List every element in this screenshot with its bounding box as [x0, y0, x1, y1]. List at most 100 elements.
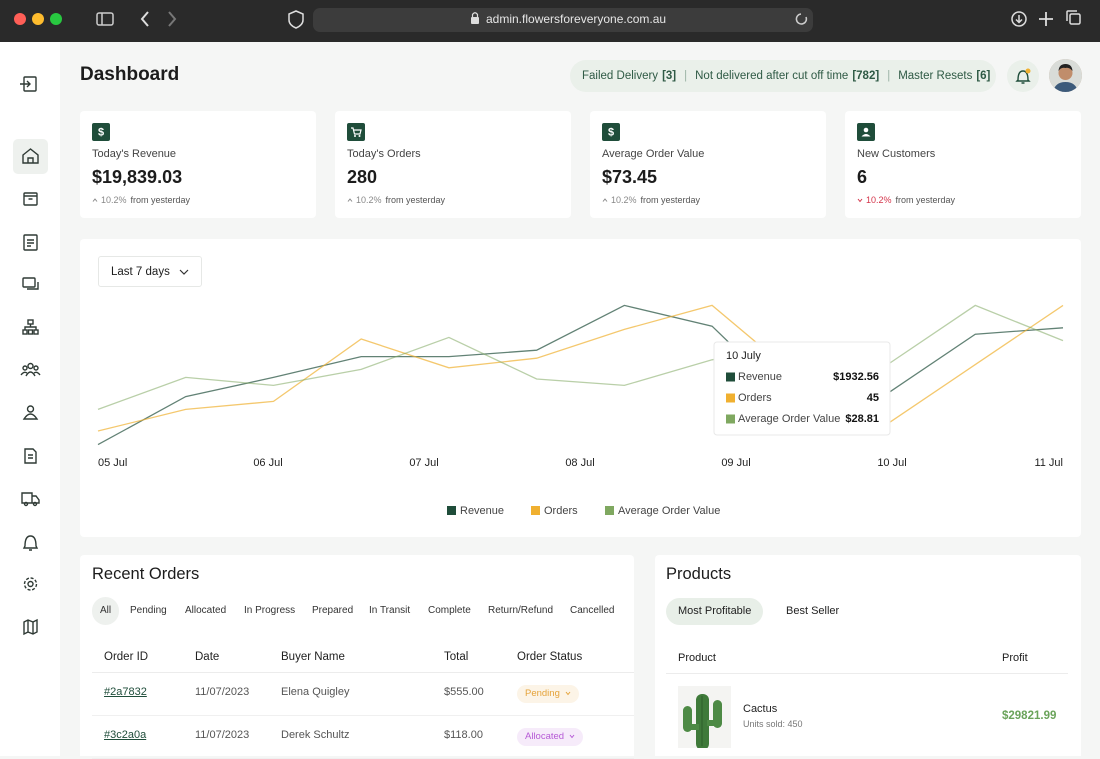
legend-swatch — [531, 506, 540, 515]
user-avatar[interactable] — [1049, 59, 1082, 92]
order-tab[interactable]: In Transit — [369, 605, 411, 616]
tooltip-value: $28.81 — [845, 413, 879, 425]
alert-label: Not delivered after cut off time — [695, 70, 849, 82]
product-name: Cactus — [743, 703, 778, 715]
sidebar-toggle[interactable] — [96, 12, 114, 26]
change-arrow — [602, 198, 608, 202]
truck-icon[interactable] — [21, 492, 40, 507]
products-card: Products Most Profitable Best Seller Produ… — [655, 555, 1081, 756]
stat-card: $ Average Order Value $73.45 10.2% from yest… — [590, 111, 826, 218]
reload-button[interactable] — [795, 13, 808, 25]
map-icon[interactable] — [23, 618, 38, 636]
user-icon[interactable] — [22, 405, 39, 420]
stat-change: 10.2% — [101, 195, 127, 205]
order-tab[interactable]: All — [92, 597, 120, 625]
order-tab[interactable]: Allocated — [185, 605, 227, 616]
order-tab[interactable]: Complete — [428, 605, 471, 616]
range-dropdown[interactable]: Last 7 days — [98, 256, 202, 287]
order-tab[interactable]: In Progress — [244, 605, 296, 616]
series-line — [97, 304, 1064, 411]
settings-icon[interactable] — [23, 577, 38, 591]
product-tab[interactable]: Best Seller — [786, 605, 840, 617]
tabs-button[interactable] — [1069, 13, 1081, 25]
chat-icon[interactable] — [22, 277, 39, 290]
sidebar-icons — [13, 76, 48, 636]
column-header: Buyer Name — [281, 651, 345, 663]
order-link[interactable]: #3c2a0a — [104, 729, 147, 741]
new-tab-button[interactable] — [1039, 12, 1053, 26]
active-highlight — [13, 139, 48, 174]
stat-icon-glyph — [861, 127, 871, 137]
stat-change-row: 10.2% from yesterday — [347, 195, 445, 205]
product-image — [678, 686, 731, 748]
order-cell: $555.00 — [444, 686, 484, 698]
caret — [565, 691, 571, 696]
order-cell: Derek Schultz — [281, 729, 350, 741]
close-button[interactable] — [14, 13, 26, 25]
alert-banner[interactable]: Failed Delivery [3] | Not delivered after c… — [570, 60, 996, 92]
alert-count: [3] — [662, 70, 677, 82]
status-text: Pending — [525, 688, 560, 699]
stat-change-row: 10.2% from yesterday — [92, 195, 190, 205]
stat-card: New Customers 6 10.2% from yesterday — [845, 111, 1081, 218]
product-units: Units sold: 450 — [743, 719, 803, 729]
hierarchy-icon[interactable] — [22, 319, 39, 335]
orders-title: Recent Orders — [92, 565, 200, 583]
x-tick-label: 09 Jul — [721, 457, 750, 469]
order-tab[interactable]: Return/Refund — [488, 605, 554, 616]
column-header: Profit — [1002, 652, 1028, 664]
tooltip-swatch — [726, 414, 735, 424]
stat-card: Today's Orders 280 10.2% from yesterday — [335, 111, 571, 218]
minimize-button[interactable] — [32, 13, 44, 25]
team-icon[interactable] — [20, 362, 41, 377]
header-divider — [666, 673, 1068, 674]
stat-arrow — [347, 195, 353, 205]
box-icon[interactable] — [23, 192, 38, 206]
order-tab[interactable]: Prepared — [312, 605, 354, 616]
series-line — [97, 304, 1064, 432]
x-tick-label: 06 Jul — [253, 457, 282, 469]
notification-button[interactable] — [1007, 60, 1039, 92]
stat-label: Today's Orders — [347, 148, 421, 160]
stat-label: Today's Revenue — [92, 148, 177, 160]
alert-count: [6] — [976, 70, 991, 82]
lock-icon — [471, 17, 479, 24]
clipboard-icon[interactable] — [23, 234, 38, 251]
chart-card: Last 7 days 05 Jul 06 Jul 07 Jul 08 Jul 09 J… — [80, 239, 1081, 537]
tooltip-value: $1932.56 — [833, 371, 879, 383]
cactus-image — [683, 694, 722, 748]
column-header: Total — [444, 651, 469, 663]
home-icon[interactable] — [22, 148, 39, 164]
shield-icon[interactable] — [288, 10, 304, 29]
maximize-button[interactable] — [50, 13, 62, 25]
status-pill[interactable]: Pending — [517, 685, 579, 703]
x-tick-label: 05 Jul — [98, 457, 127, 469]
back-button[interactable] — [140, 11, 149, 27]
document-icon[interactable] — [24, 448, 37, 464]
sidebar — [0, 42, 60, 756]
tooltip-label: Revenue — [738, 371, 782, 383]
alert-separator: | — [887, 70, 891, 82]
legend-swatch — [447, 506, 456, 515]
order-tab[interactable]: Cancelled — [570, 605, 615, 616]
order-link[interactable]: #2a7832 — [104, 686, 147, 698]
stat-value: 280 — [347, 167, 378, 187]
download-button[interactable] — [1011, 11, 1027, 27]
change-arrow — [347, 198, 353, 202]
stat-icon-glyph — [351, 127, 362, 137]
stat-arrow — [602, 195, 608, 205]
header-divider — [92, 672, 634, 673]
status-pill[interactable]: Allocated — [517, 728, 584, 746]
order-tab[interactable]: Pending — [130, 605, 167, 616]
bell-icon[interactable] — [22, 535, 39, 551]
url-bar[interactable] — [313, 8, 813, 32]
logout-icon[interactable] — [20, 76, 37, 92]
status-text: Allocated — [525, 731, 565, 742]
forward-button[interactable] — [168, 11, 177, 27]
tooltip-label: Average Order Value — [738, 413, 840, 425]
alert-count: [782] — [852, 70, 880, 82]
product-tab[interactable]: Most Profitable — [666, 598, 764, 625]
tabs-back — [1066, 10, 1077, 21]
column-header: Order ID — [104, 651, 149, 663]
legend-swatch — [605, 506, 614, 515]
